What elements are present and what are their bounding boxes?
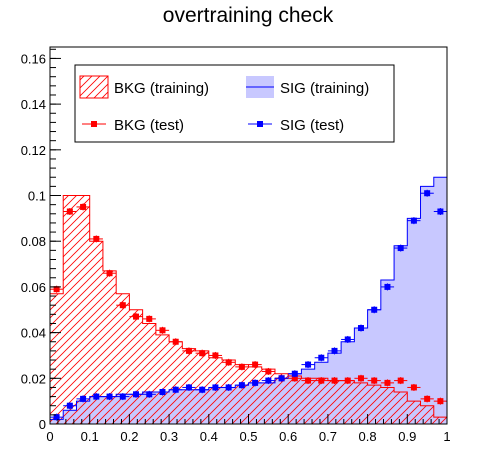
x-tick-label: 0.7 [319,429,337,444]
bkg-test-marker [212,352,219,359]
bkg-test-marker [159,327,166,334]
sig-test-marker [357,325,364,332]
bkg-test-marker [80,203,87,210]
legend-label-bkg-training: BKG (training) [114,80,209,97]
axis-layer: 0 0.1 0.2 0.3 0.4 0.5 0.6 0.7 0.8 0.9 1 0 0.02 0.04 0.… [21,48,451,444]
bkg-test-marker [437,398,444,405]
sig-test-marker [225,384,232,391]
y-tick-label: 0 [39,417,46,432]
bkg-test-marker [252,361,259,368]
sig-test-marker [106,393,113,400]
sig-test-marker [410,217,417,224]
y-tick-label: 0.08 [21,234,46,249]
x-tick-label: 1 [443,429,450,444]
y-tick-label: 0.06 [21,280,46,295]
bkg-test-marker [146,315,153,322]
sig-test-marker [238,382,245,389]
x-tick-label: 0.8 [359,429,377,444]
bkg-test-marker [410,384,417,391]
x-tick-label: 0.5 [239,429,257,444]
y-tick-label: 0.1 [28,189,46,204]
bkg-training-hatch [50,195,447,424]
bkg-test-marker [291,375,298,382]
legend-swatch-bkg-training [79,75,109,99]
y-tick-label: 0.02 [21,371,46,386]
sig-test-marker [80,395,87,402]
x-tick-label: 0.4 [200,429,218,444]
x-tick-label: 0.3 [160,429,178,444]
bkg-test-marker [318,377,325,384]
sig-test-marker [146,391,153,398]
sig-test-marker [66,402,73,409]
y-tick-label: 0.12 [21,143,46,158]
sig-test-marker [53,414,60,421]
bkg-test-marker [185,347,192,354]
marker-layer [50,189,447,421]
bkg-test-marker [199,350,206,357]
bkg-test-marker [93,235,100,242]
sig-test-marker [265,377,272,384]
legend-label-sig-test: SIG (test) [280,117,344,134]
bkg-test-marker [172,338,179,345]
x-tick-label: 0.9 [398,429,416,444]
sig-test-marker [172,386,179,393]
bkg-test-marker [371,377,378,384]
legend-box [74,64,395,143]
sig-test-marker [397,245,404,252]
legend-swatch-bkg-test-marker [91,121,97,127]
sig-test-marker [437,208,444,215]
x-tick-label: 0.1 [81,429,99,444]
sig-test-marker [185,384,192,391]
sig-test-marker [159,389,166,396]
sig-test-marker [424,190,431,197]
legend-label-bkg-test: BKG (test) [114,117,184,134]
sig-test-marker [252,379,259,386]
bkg-test-marker [357,375,364,382]
x-tick-label: 0.2 [120,429,138,444]
y-tick-label: 0.04 [21,326,46,341]
chart-title: overtraining check [163,4,334,27]
y-tick-label: 0.16 [21,51,46,66]
sig-test-marker [199,386,206,393]
bkg-test-marker [53,286,60,293]
bkg-test-marker [225,359,232,366]
histogram-layer [50,176,447,424]
bkg-test-marker [119,302,126,309]
sig-training-fill [50,177,447,424]
x-tick-label: 0 [46,429,53,444]
legend-label-sig-training: SIG (training) [280,80,369,97]
bkg-test-marker [331,377,338,384]
bkg-test-marker [384,379,391,386]
bkg-test-marker [265,368,272,375]
bkg-test-marker [66,208,73,215]
bkg-test-marker [106,270,113,277]
sig-test-marker [291,370,298,377]
sig-test-marker [93,393,100,400]
bkg-test-marker [424,395,431,402]
bkg-test-marker [397,377,404,384]
bkg-test-marker [238,363,245,370]
sig-test-marker [278,375,285,382]
bkg-test-marker [344,377,351,384]
sig-test-marker [344,336,351,343]
y-tick-label: 0.14 [21,97,46,112]
bkg-test-marker [133,313,140,320]
sig-test-marker [133,391,140,398]
sig-test-marker [212,384,219,391]
sig-test-marker [371,306,378,313]
legend-swatch-sig-test-marker [257,121,263,127]
sig-test-marker [331,347,338,354]
x-tick-label: 0.6 [279,429,297,444]
legend: BKG (training) SIG (training) BKG (test)… [74,64,395,143]
sig-test-marker [318,354,325,361]
sig-test-marker [305,361,312,368]
sig-test-marker [119,393,126,400]
sig-test-marker [384,283,391,290]
bkg-test-marker [305,377,312,384]
